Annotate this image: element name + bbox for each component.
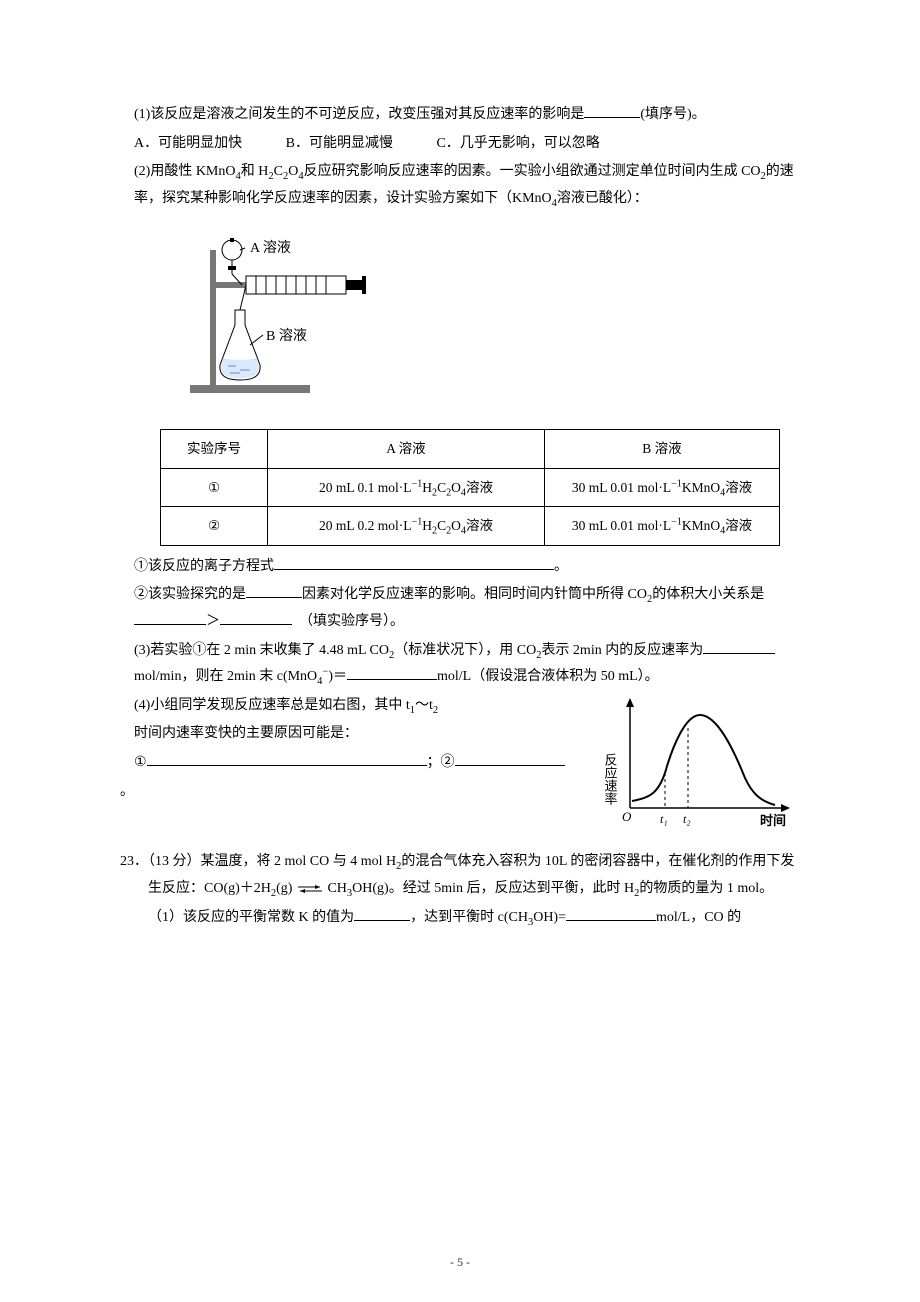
table-row: ② 20 mL 0.2 mol·L−1H2C2O4溶液 30 mL 0.01 m… bbox=[161, 507, 780, 546]
equilibrium-arrow-icon bbox=[296, 884, 324, 894]
text: OH)= bbox=[533, 910, 566, 925]
blank bbox=[566, 906, 656, 921]
y-axis-label: 反应速率 bbox=[603, 753, 618, 805]
q22-part3: (3)若实验①在 2 min 末收集了 4.48 mL CO2（标准状况下），用… bbox=[120, 638, 800, 691]
text: mol/min，则在 2min 末 c(MnO bbox=[134, 669, 317, 684]
cell: ① bbox=[161, 468, 268, 507]
text: ①该反应的离子方程式 bbox=[134, 559, 274, 574]
cell: 20 mL 0.1 mol·L−1H2C2O4溶液 bbox=[268, 468, 545, 507]
blank bbox=[455, 751, 565, 766]
experiment-table: 实验序号 A 溶液 B 溶液 ① 20 mL 0.1 mol·L−1H2C2O4… bbox=[160, 429, 780, 546]
t1-label: t₁ bbox=[660, 812, 668, 826]
text: ；② bbox=[427, 755, 455, 770]
text: mol/L，CO 的 bbox=[656, 910, 741, 925]
col-header: 实验序号 bbox=[161, 429, 268, 468]
text: (4)小组同学发现反应速率总是如右图，其中 t bbox=[134, 698, 410, 713]
figure-label-a: A 溶液 bbox=[250, 240, 291, 256]
sub: 2 bbox=[433, 705, 438, 716]
blank bbox=[220, 610, 292, 625]
figure-label-b: B 溶液 bbox=[266, 328, 307, 344]
table-header-row: 实验序号 A 溶液 B 溶液 bbox=[161, 429, 780, 468]
q22-options: A．可能明显加快 B．可能明显减慢 C．几乎无影响，可以忽略 bbox=[120, 131, 800, 158]
text: ②该实验探究的是 bbox=[134, 587, 246, 602]
text: 的物质的量为 1 mol。 bbox=[639, 881, 773, 896]
rate-graph: 反应速率 O t₁ t₂ 时间 bbox=[600, 693, 800, 844]
text: 因素对化学反应速率的影响。相同时间内针筒中所得 CO bbox=[302, 587, 647, 602]
q22-sub1: ①该反应的离子方程式 。 bbox=[120, 554, 800, 581]
text: ① bbox=[134, 755, 147, 770]
option-c: C．几乎无影响，可以忽略 bbox=[436, 131, 599, 158]
text: )＝ bbox=[328, 669, 347, 684]
q22-part2: (2)用酸性 KMnO4和 H2C2O4反应研究影响反应速率的因素。一实验小组欲… bbox=[120, 159, 800, 212]
text: 和 H bbox=[241, 164, 269, 179]
text: (2)用酸性 KMnO bbox=[134, 164, 236, 179]
text: mol/L（假设混合液体积为 50 mL）。 bbox=[437, 669, 659, 684]
blank bbox=[347, 665, 437, 680]
text: O bbox=[288, 164, 298, 179]
col-header: A 溶液 bbox=[268, 429, 545, 468]
text: 表示 2min 内的反应速率为 bbox=[541, 643, 703, 658]
x-axis-label: 时间 bbox=[760, 813, 786, 828]
blank bbox=[274, 555, 554, 570]
text: (3)若实验①在 2 min 末收集了 4.48 mL CO bbox=[134, 643, 389, 658]
q22-sub2: ②该实验探究的是因素对化学反应速率的影响。相同时间内针筒中所得 CO2的体积大小… bbox=[120, 582, 800, 635]
option-b: B．可能明显减慢 bbox=[286, 131, 393, 158]
text: 反应研究影响反应速率的因素。一实验小组欲通过测定单位时间内生成 CO bbox=[304, 164, 761, 179]
text: 23．（13 分）某温度，将 2 mol CO 与 4 mol H bbox=[120, 854, 396, 869]
q22-p1-prefix: (1)该反应是溶液之间发生的不可逆反应，改变压强对其反应速率的影响是 bbox=[134, 107, 584, 122]
cell: ② bbox=[161, 507, 268, 546]
col-header: B 溶液 bbox=[545, 429, 780, 468]
cell: 30 mL 0.01 mol·L−1KMnO4溶液 bbox=[545, 507, 780, 546]
q23-lead: 23．（13 分）某温度，将 2 mol CO 与 4 mol H2的混合气体充… bbox=[120, 849, 800, 902]
text: （标准状况下），用 CO bbox=[394, 643, 536, 658]
blank bbox=[584, 103, 640, 118]
cell: 30 mL 0.01 mol·L−1KMnO4溶液 bbox=[545, 468, 780, 507]
cell: 20 mL 0.2 mol·L−1H2C2O4溶液 bbox=[268, 507, 545, 546]
text: (g) bbox=[276, 881, 296, 896]
q22-p1-suffix: (填序号)。 bbox=[640, 107, 705, 122]
text: 的体积大小关系是 bbox=[652, 587, 764, 602]
text: 。 bbox=[120, 784, 134, 799]
text: 。 bbox=[554, 559, 568, 574]
option-a: A．可能明显加快 bbox=[134, 131, 242, 158]
blank bbox=[147, 751, 427, 766]
page-footer: - 5 - bbox=[0, 1251, 920, 1274]
t2-label: t₂ bbox=[683, 812, 691, 826]
apparatus-figure: A 溶液 B 溶液 bbox=[180, 230, 800, 411]
origin-label: O bbox=[622, 809, 632, 824]
blank bbox=[246, 583, 302, 598]
q22-part1-line: (1)该反应是溶液之间发生的不可逆反应，改变压强对其反应速率的影响是 (填序号)。 bbox=[120, 102, 800, 129]
blank bbox=[703, 639, 775, 654]
text: （填实验序号）。 bbox=[306, 614, 404, 629]
blank bbox=[354, 906, 410, 921]
text: ，达到平衡时 c(CH bbox=[410, 910, 528, 925]
table-row: ① 20 mL 0.1 mol·L−1H2C2O4溶液 30 mL 0.01 m… bbox=[161, 468, 780, 507]
q23-part1: （1）该反应的平衡常数 K 的值为，达到平衡时 c(CH3OH)=mol/L，C… bbox=[120, 905, 800, 932]
text: CH bbox=[324, 881, 347, 896]
text: 溶液已酸化）： bbox=[557, 191, 648, 206]
blank bbox=[134, 610, 206, 625]
text: （1）该反应的平衡常数 K 的值为 bbox=[148, 910, 354, 925]
text: OH(g)。经过 5min 后，反应达到平衡，此时 H bbox=[352, 881, 634, 896]
text: 时间内速率变快的主要原因可能是： bbox=[134, 726, 358, 741]
text: C bbox=[274, 164, 283, 179]
text: ＞ bbox=[206, 614, 220, 629]
text: ～t bbox=[415, 698, 433, 713]
